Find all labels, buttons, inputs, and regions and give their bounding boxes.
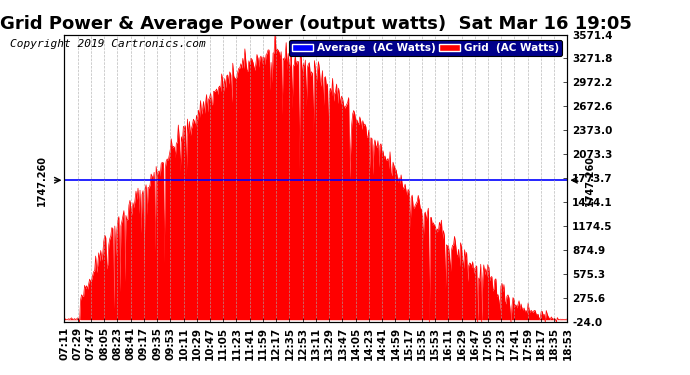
Legend: Average  (AC Watts), Grid  (AC Watts): Average (AC Watts), Grid (AC Watts) bbox=[289, 40, 562, 56]
Text: 1747.260: 1747.260 bbox=[37, 155, 47, 206]
Text: Copyright 2019 Cartronics.com: Copyright 2019 Cartronics.com bbox=[10, 39, 206, 50]
Title: Grid Power & Average Power (output watts)  Sat Mar 16 19:05: Grid Power & Average Power (output watts… bbox=[0, 15, 632, 33]
Text: 1747.260: 1747.260 bbox=[585, 155, 595, 206]
